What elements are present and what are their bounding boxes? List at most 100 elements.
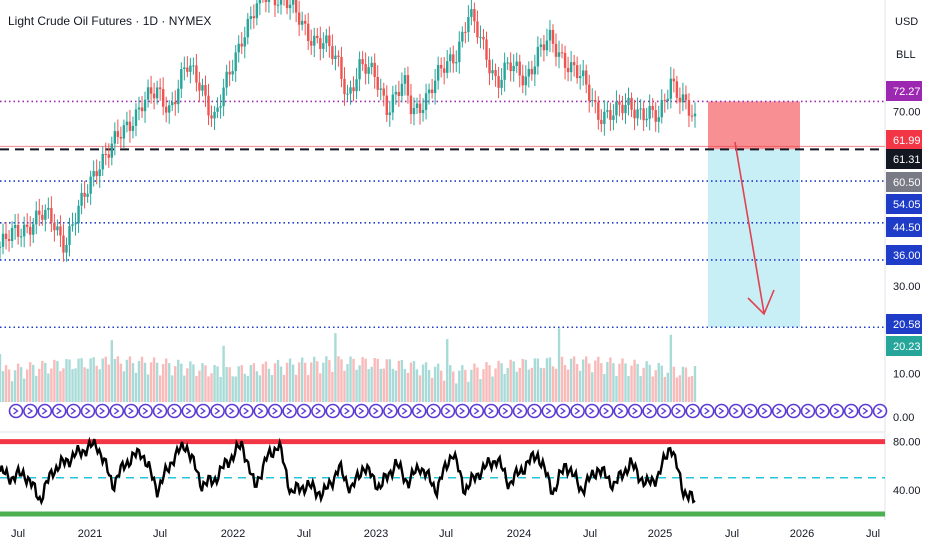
event-marker-icon[interactable] (195, 403, 211, 419)
volume-bar (409, 362, 413, 402)
event-marker-icon[interactable] (800, 403, 816, 419)
event-marker-icon[interactable] (224, 403, 240, 419)
event-marker-icon[interactable] (786, 403, 801, 419)
candle-body (310, 41, 313, 46)
take-profit-zone[interactable] (708, 149, 800, 328)
event-marker-icon[interactable] (239, 403, 254, 419)
event-marker-icon[interactable] (483, 403, 499, 419)
event-marker-icon[interactable] (699, 403, 715, 419)
event-marker-icon[interactable] (843, 403, 859, 419)
event-marker-icon[interactable] (109, 403, 125, 419)
time-tick-label: Jul (725, 528, 739, 540)
event-marker-icon[interactable] (714, 403, 729, 419)
price-badge-5[interactable]: 44.50 (886, 217, 922, 237)
event-marker-icon[interactable] (613, 403, 629, 419)
candle-body (470, 9, 473, 17)
volume-bar (385, 359, 388, 402)
event-marker-icon[interactable] (95, 403, 110, 419)
event-marker-icon[interactable] (267, 403, 283, 419)
event-marker-icon[interactable] (627, 403, 643, 419)
event-marker-icon[interactable] (354, 403, 369, 419)
event-marker-icon[interactable] (455, 403, 470, 419)
event-marker-icon[interactable] (325, 403, 341, 419)
event-marker-icon[interactable] (253, 403, 269, 419)
event-marker-icon[interactable] (498, 403, 513, 419)
volume-bar (149, 362, 153, 402)
event-marker-icon[interactable] (282, 403, 297, 419)
event-marker-icon[interactable] (383, 403, 398, 419)
event-marker-icon[interactable] (469, 403, 485, 419)
event-marker-icon[interactable] (397, 403, 413, 419)
event-marker-icon[interactable] (642, 403, 657, 419)
event-marker-icon[interactable] (584, 403, 600, 419)
event-marker-icon[interactable] (527, 403, 542, 419)
candle-body (485, 39, 488, 60)
event-marker-icon[interactable] (167, 403, 182, 419)
candle-body (101, 153, 104, 170)
event-marker-icon[interactable] (512, 403, 528, 419)
price-badge-6[interactable]: 36.00 (886, 245, 922, 265)
event-marker-icon[interactable] (815, 403, 830, 419)
event-marker-icon[interactable] (51, 403, 67, 419)
event-marker-icon[interactable] (23, 403, 38, 419)
volume-bar (77, 358, 80, 402)
event-marker-icon[interactable] (66, 403, 81, 419)
candle-body (198, 82, 201, 91)
oscillator-tick-label: 80.00 (893, 437, 921, 449)
event-marker-icon[interactable] (123, 403, 139, 419)
event-marker-icon[interactable] (138, 403, 153, 419)
event-marker-icon[interactable] (210, 403, 225, 419)
event-marker-icon[interactable] (440, 403, 456, 419)
stop-loss-zone[interactable] (708, 101, 800, 150)
price-badge-3[interactable]: 60.50 (886, 172, 922, 192)
price-badge-2[interactable]: 61.31 (886, 149, 922, 169)
event-marker-icon[interactable] (411, 403, 427, 419)
currency-button[interactable]: USD (895, 16, 918, 28)
price-badge-label: 72.27 (893, 86, 921, 98)
event-marker-icon[interactable] (152, 403, 168, 419)
event-marker-icon[interactable] (570, 403, 585, 419)
event-marker-icon[interactable] (685, 403, 701, 419)
price-badge-7[interactable]: 20.58 (886, 314, 922, 334)
event-marker-icon[interactable] (743, 403, 758, 419)
unit-button[interactable]: BLL (896, 49, 916, 61)
event-marker-icon[interactable] (555, 403, 571, 419)
event-marker-icon[interactable] (671, 403, 686, 419)
time-tick-label: Jul (583, 528, 597, 540)
price-badge-4[interactable]: 54.05 (886, 194, 922, 214)
event-marker-icon[interactable] (368, 403, 384, 419)
event-marker-icon[interactable] (296, 403, 312, 419)
volume-bar (367, 369, 370, 402)
event-marker-icon[interactable] (80, 403, 96, 419)
event-marker-icon[interactable] (656, 403, 672, 419)
event-marker-icon[interactable] (757, 403, 773, 419)
event-marker-icon[interactable] (426, 403, 441, 419)
time-tick-label: 2021 (78, 528, 102, 540)
event-marker-icon[interactable] (829, 403, 845, 419)
event-marker-icon[interactable] (771, 403, 787, 419)
event-marker-icon[interactable] (599, 403, 614, 419)
price-badge-0[interactable]: 72.27 (886, 81, 922, 101)
candle-body (219, 106, 222, 108)
price-badge-8[interactable]: 20.23 (886, 336, 922, 356)
price-badge-1[interactable]: 61.99 (886, 130, 922, 150)
event-marker-icon[interactable] (181, 403, 197, 419)
volume-bar (470, 369, 473, 402)
event-marker-icon[interactable] (339, 403, 355, 419)
volume-bar (122, 371, 126, 402)
event-marker-icon[interactable] (728, 403, 744, 419)
event-marker-icon[interactable] (541, 403, 557, 419)
volume-bar (424, 362, 428, 402)
event-marker-icon[interactable] (872, 403, 888, 419)
event-marker-icon[interactable] (858, 403, 873, 419)
event-marker-icon[interactable] (8, 403, 24, 419)
candle-body (276, 4, 280, 6)
volume-bar (322, 362, 325, 402)
event-marker-icon[interactable] (311, 403, 326, 419)
volume-bar (630, 365, 633, 402)
volume-bar (458, 370, 461, 402)
projection-arrow[interactable] (734, 141, 775, 316)
event-marker-icon[interactable] (37, 403, 53, 419)
